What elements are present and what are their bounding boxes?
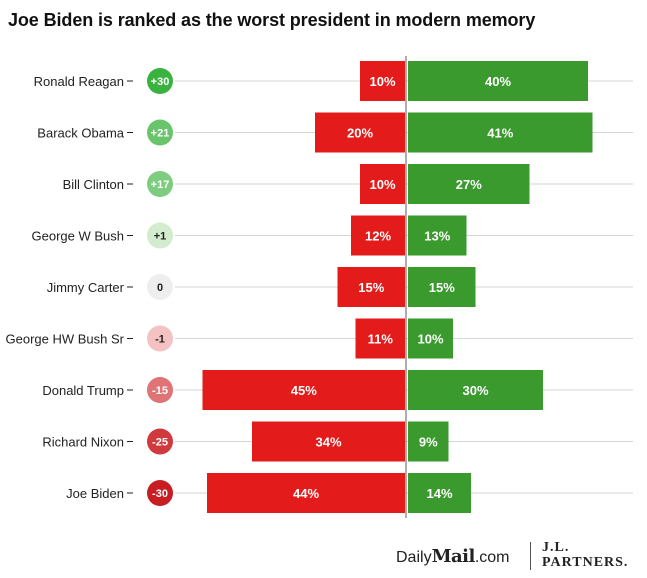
- positive-bar: [408, 215, 467, 256]
- positive-value-label: 40%: [485, 74, 511, 89]
- positive-bar: [408, 112, 593, 153]
- category-label: Richard Nixon: [42, 435, 124, 450]
- net-score-label: +17: [151, 179, 170, 191]
- net-score-badge: [147, 325, 173, 352]
- negative-value-label: 45%: [291, 383, 317, 398]
- net-score-label: +30: [151, 76, 170, 88]
- net-score-label: -1: [155, 334, 165, 346]
- negative-value-label: 11%: [368, 332, 394, 347]
- net-score-badge: [147, 222, 173, 249]
- positive-value-label: 27%: [456, 177, 482, 192]
- net-score-badge: [147, 377, 173, 403]
- negative-bar: [337, 267, 405, 307]
- negative-value-label: 10%: [369, 177, 395, 192]
- net-score-badge: [147, 480, 173, 506]
- footer-logos: DailyMail.com J.L. PARTNERS.: [396, 538, 641, 570]
- positive-bar: [408, 164, 530, 204]
- positive-value-label: 15%: [429, 280, 455, 295]
- net-score-label: +1: [154, 231, 167, 243]
- positive-bar: [408, 370, 543, 410]
- positive-value-label: 14%: [426, 486, 452, 501]
- category-label: Bill Clinton: [63, 177, 124, 192]
- negative-bar: [351, 215, 405, 256]
- category-label: Ronald Reagan: [34, 74, 124, 89]
- positive-bar: [408, 473, 471, 513]
- category-label: George W Bush: [32, 229, 125, 244]
- positive-value-label: 41%: [487, 126, 513, 141]
- negative-bar: [360, 164, 405, 204]
- net-score-label: +21: [151, 128, 170, 140]
- net-score-badge: [147, 274, 173, 300]
- category-label: Jimmy Carter: [47, 280, 125, 295]
- dailymail-logo: DailyMail.com: [396, 546, 510, 567]
- logo-separator: [530, 542, 531, 570]
- negative-bar: [252, 421, 405, 462]
- category-label: Barack Obama: [37, 126, 124, 141]
- category-label: Donald Trump: [42, 383, 124, 398]
- net-score-badge: [147, 428, 173, 455]
- negative-bar: [360, 61, 405, 101]
- net-score-label: 0: [157, 282, 163, 294]
- jl-partners-logo: J.L. PARTNERS.: [542, 540, 629, 570]
- net-score-label: -30: [152, 488, 168, 500]
- net-score-badge: [147, 119, 173, 146]
- positive-value-label: 10%: [417, 332, 443, 347]
- negative-value-label: 12%: [365, 229, 391, 244]
- negative-value-label: 10%: [369, 74, 395, 89]
- positive-bar: [408, 267, 476, 307]
- negative-value-label: 20%: [347, 126, 373, 141]
- category-label: Joe Biden: [66, 486, 124, 501]
- negative-bar: [355, 318, 405, 359]
- positive-bar: [408, 61, 588, 101]
- negative-value-label: 44%: [293, 486, 319, 501]
- positive-bar: [408, 421, 449, 462]
- net-score-badge: [147, 68, 173, 94]
- net-score-badge: [147, 171, 173, 197]
- net-score-label: -15: [152, 385, 168, 397]
- negative-value-label: 34%: [315, 435, 341, 450]
- positive-value-label: 30%: [462, 383, 488, 398]
- chart-title: Joe Biden is ranked as the worst preside…: [8, 10, 536, 30]
- net-score-label: -25: [152, 437, 168, 449]
- positive-value-label: 9%: [419, 435, 438, 450]
- negative-bar: [202, 370, 405, 410]
- category-label: George HW Bush Sr: [6, 332, 125, 347]
- negative-bar: [207, 473, 405, 513]
- negative-value-label: 15%: [358, 280, 384, 295]
- negative-bar: [315, 112, 405, 153]
- positive-value-label: 13%: [424, 229, 450, 244]
- positive-bar: [408, 318, 453, 359]
